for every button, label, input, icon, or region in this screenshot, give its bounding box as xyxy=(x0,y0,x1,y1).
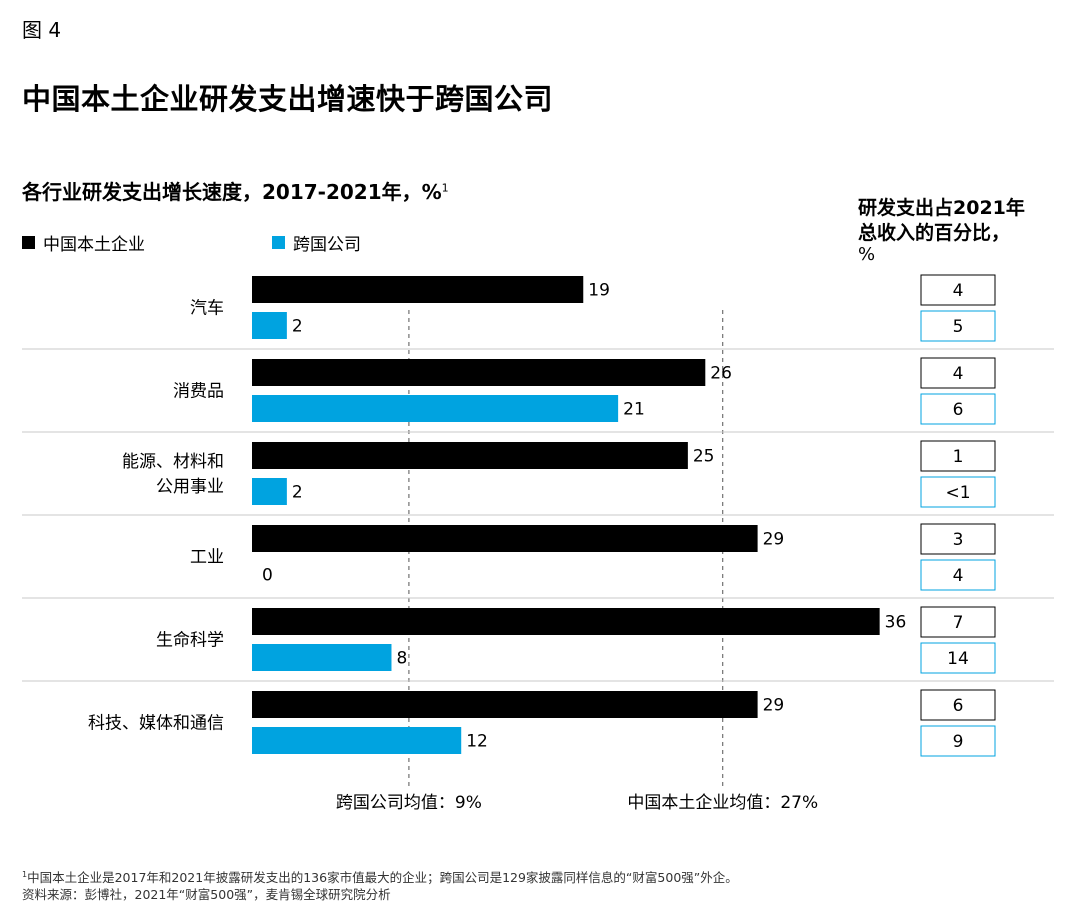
subtitle-text: 各行业研发支出增长速度，2017-2021年，% xyxy=(22,180,442,204)
bar-multinational xyxy=(252,395,619,422)
footnote: 1中国本土企业是2017年和2021年披露研发支出的136家市值最大的企业；跨国… xyxy=(22,866,738,903)
footnote-mark: 1 xyxy=(22,870,28,879)
chart-title: 中国本土企业研发支出增速快于跨国公司 xyxy=(22,82,554,116)
footnote-line2: 资料来源：彭博社，2021年“财富500强”，麦肯锡全球研究院分析 xyxy=(22,887,391,903)
category-label: 生命科学 xyxy=(156,631,224,651)
rd-share-value: 14 xyxy=(947,649,969,669)
rd-share-header-line2: 总收入的百分比， xyxy=(858,222,1011,244)
data-label: 26 xyxy=(710,364,732,384)
footnote-line1-text: 中国本土企业是2017年和2021年披露研发支出的136家市值最大的企业；跨国公… xyxy=(27,870,738,886)
bar-multinational xyxy=(252,727,462,754)
category-label: 消费品 xyxy=(173,382,224,402)
rd-share-value: 3 xyxy=(953,530,964,550)
data-label: 36 xyxy=(885,613,907,633)
rd-share-box-multinational xyxy=(920,559,996,591)
bar-domestic xyxy=(252,525,758,552)
bar-multinational xyxy=(252,312,287,339)
rd-share-box-multinational xyxy=(920,642,996,674)
legend-swatch-multinational xyxy=(272,236,285,249)
legend-swatch-domestic xyxy=(22,236,35,249)
rd-share-box-multinational xyxy=(920,310,996,342)
rd-share-header-line1: 研发支出占2021年 xyxy=(858,197,1025,219)
data-label: 25 xyxy=(693,447,715,467)
category-label: 工业 xyxy=(190,548,224,568)
data-label: 29 xyxy=(763,530,785,550)
footnote-line1: 1中国本土企业是2017年和2021年披露研发支出的136家市值最大的企业；跨国… xyxy=(22,866,738,886)
rd-share-value: 4 xyxy=(953,566,964,586)
rd-share-box-multinational xyxy=(920,476,996,508)
rd-share-value: <1 xyxy=(945,483,970,503)
legend-item-domestic: 中国本土企业 xyxy=(22,230,145,255)
rd-share-value: 7 xyxy=(953,613,964,633)
bar-domestic xyxy=(252,276,584,303)
category-label: 公用事业 xyxy=(156,477,224,497)
data-label: 21 xyxy=(623,400,645,420)
rd-share-value: 1 xyxy=(953,447,964,467)
bar-multinational xyxy=(252,478,287,505)
rd-share-box-domestic xyxy=(920,440,996,472)
rd-share-unit: % xyxy=(858,244,876,265)
legend-label-multinational: 跨国公司 xyxy=(293,235,361,255)
rd-share-value: 4 xyxy=(953,281,964,301)
rd-share-value: 4 xyxy=(953,364,964,384)
data-label: 29 xyxy=(763,696,785,716)
rd-share-box-domestic xyxy=(920,523,996,555)
rd-share-box-multinational xyxy=(920,393,996,425)
bar-multinational xyxy=(252,644,392,671)
rd-share-value: 6 xyxy=(953,400,964,420)
data-label: 0 xyxy=(262,566,273,586)
bar-chart: 跨国公司均值：9% 中国本土企业均值：27%汽车19245消费品262146能源、… xyxy=(22,274,1054,813)
chart-subtitle: 各行业研发支出增长速度，2017-2021年，%1 xyxy=(22,176,449,205)
data-label: 2 xyxy=(292,483,303,503)
bar-domestic xyxy=(252,359,706,386)
data-label: 12 xyxy=(466,732,488,752)
subtitle-footnote-mark: 1 xyxy=(441,181,449,195)
data-label: 8 xyxy=(396,649,407,669)
rd-share-value: 5 xyxy=(953,317,964,337)
legend-label-domestic: 中国本土企业 xyxy=(43,235,145,255)
rd-share-value: 9 xyxy=(953,732,964,752)
rd-share-box-domestic xyxy=(920,606,996,638)
rd-share-box-domestic xyxy=(920,357,996,389)
category-label: 能源、材料和 xyxy=(122,452,224,472)
rd-share-box-domestic xyxy=(920,274,996,306)
reference-label-0: 跨国公司均值：9% xyxy=(336,793,482,813)
category-label: 科技、媒体和通信 xyxy=(88,714,224,734)
figure-label: 图 4 xyxy=(22,18,62,42)
rd-share-box-domestic xyxy=(920,689,996,721)
data-label: 2 xyxy=(292,317,303,337)
bar-domestic xyxy=(252,442,688,469)
rd-share-value: 6 xyxy=(953,696,964,716)
reference-label-1: 中国本土企业均值：27% xyxy=(627,793,818,813)
data-label: 19 xyxy=(588,281,610,301)
rd-share-box-multinational xyxy=(920,725,996,757)
category-label: 汽车 xyxy=(190,299,224,319)
rd-share-header: 研发支出占2021年 总收入的百分比， xyxy=(858,196,1025,246)
bar-domestic xyxy=(252,691,758,718)
bar-domestic xyxy=(252,608,880,635)
legend-item-multinational: 跨国公司 xyxy=(272,230,361,255)
